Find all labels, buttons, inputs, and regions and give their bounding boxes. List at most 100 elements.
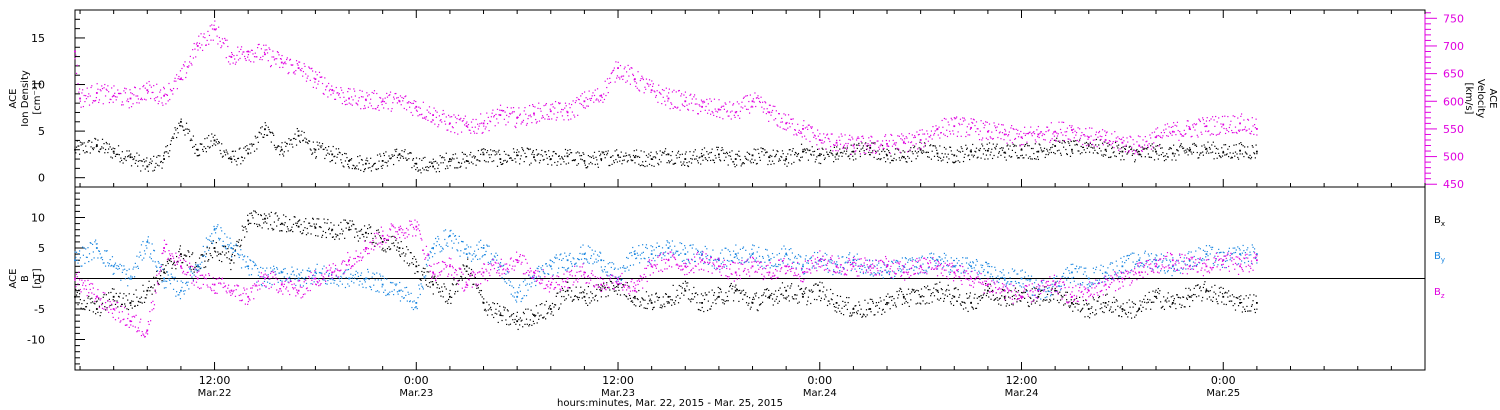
trace-dot xyxy=(707,103,709,105)
trace-dot xyxy=(1208,120,1211,122)
trace-dot xyxy=(1089,141,1091,143)
trace-dot xyxy=(632,297,635,299)
trace-dot xyxy=(242,229,244,231)
trace-dot xyxy=(104,152,106,154)
trace-dot xyxy=(230,268,232,271)
trace-dot xyxy=(613,290,615,292)
trace-dot xyxy=(706,150,708,153)
trace-dot xyxy=(741,290,743,292)
trace-dot xyxy=(826,134,828,136)
trace-dot xyxy=(1126,302,1128,304)
trace-dot xyxy=(542,159,544,161)
trace-dot xyxy=(857,136,859,138)
trace-dot xyxy=(358,97,360,99)
data-point xyxy=(1087,136,1090,139)
trace-dot xyxy=(179,124,181,127)
trace-dot xyxy=(567,149,569,152)
trace-dot xyxy=(272,229,274,231)
trace-dot xyxy=(500,109,502,112)
trace-dot xyxy=(219,40,221,42)
data-point xyxy=(247,219,250,222)
trace-dot xyxy=(277,219,279,221)
trace-dot xyxy=(726,151,728,154)
trace-dot xyxy=(949,146,951,148)
trace-dot xyxy=(1229,124,1231,126)
trace-dot xyxy=(585,167,587,169)
trace-dot xyxy=(314,225,316,227)
trace-dot xyxy=(601,285,603,287)
trace-dot xyxy=(668,88,670,90)
trace-dot xyxy=(273,228,275,230)
trace-dot xyxy=(174,127,176,129)
trace-dot xyxy=(1230,120,1232,122)
trace-dot xyxy=(248,59,250,61)
trace-dot xyxy=(1202,151,1204,153)
trace-dot xyxy=(1251,117,1253,119)
trace-dot xyxy=(776,295,778,298)
trace-dot xyxy=(936,149,938,151)
trace-dot xyxy=(287,72,289,75)
trace-dot xyxy=(148,280,150,282)
trace-dot xyxy=(548,150,550,152)
trace-dot xyxy=(1228,155,1230,158)
velocity-axis-title-line: Velocity xyxy=(1475,79,1486,118)
trace-dot xyxy=(622,75,625,77)
trace-dot xyxy=(393,98,395,100)
trace-dot xyxy=(218,259,220,262)
trace-dot xyxy=(862,313,865,315)
trace-dot xyxy=(238,148,240,150)
trace-dot xyxy=(709,308,711,310)
trace-dot xyxy=(328,90,331,92)
trace-dot xyxy=(575,286,577,288)
trace-dot xyxy=(1205,120,1208,122)
trace-dot xyxy=(1121,141,1124,144)
trace-dot xyxy=(142,284,144,286)
trace-dot xyxy=(639,79,641,82)
trace-dot xyxy=(987,138,989,141)
trace-dot xyxy=(925,287,927,289)
trace-dot xyxy=(99,315,101,317)
trace-dot xyxy=(990,151,992,153)
data-point xyxy=(129,97,132,100)
trace-dot xyxy=(721,105,723,107)
trace-dot xyxy=(192,57,195,59)
trace-dot xyxy=(558,103,560,105)
trace-dot xyxy=(270,211,272,214)
trace-dot xyxy=(179,248,181,250)
trace-dot xyxy=(542,317,544,319)
trace-dot xyxy=(518,151,520,153)
trace-dot xyxy=(811,291,813,293)
trace-dot xyxy=(294,73,296,75)
trace-dot xyxy=(1106,142,1108,144)
trace-dot xyxy=(477,159,479,161)
trace-dot xyxy=(664,148,667,150)
trace-dot xyxy=(820,142,823,144)
trace-dot xyxy=(751,105,753,107)
trace-dot xyxy=(985,154,988,156)
trace-dot xyxy=(716,298,718,300)
trace-dot xyxy=(900,138,902,140)
trace-dot xyxy=(431,276,433,278)
trace-dot xyxy=(182,129,185,131)
trace-dot xyxy=(512,107,515,109)
trace-dot xyxy=(289,143,291,145)
trace-dot xyxy=(578,296,580,299)
trace-dot xyxy=(495,308,497,310)
trace-dot xyxy=(619,78,621,80)
trace-dot xyxy=(471,126,473,128)
trace-dot xyxy=(1127,141,1129,143)
trace-dot xyxy=(316,74,318,76)
trace-dot xyxy=(873,314,875,316)
trace-dot xyxy=(159,161,162,163)
trace-dot xyxy=(490,149,492,151)
trace-dot xyxy=(923,142,926,144)
trace-dot xyxy=(870,152,872,154)
trace-dot xyxy=(989,154,991,156)
trace-dot xyxy=(146,290,149,292)
trace-dot xyxy=(842,146,845,148)
trace-dot xyxy=(777,125,779,127)
trace-dot xyxy=(839,310,841,312)
trace-dot xyxy=(81,142,83,144)
trace-dot xyxy=(808,149,810,152)
trace-dot xyxy=(1114,141,1117,144)
